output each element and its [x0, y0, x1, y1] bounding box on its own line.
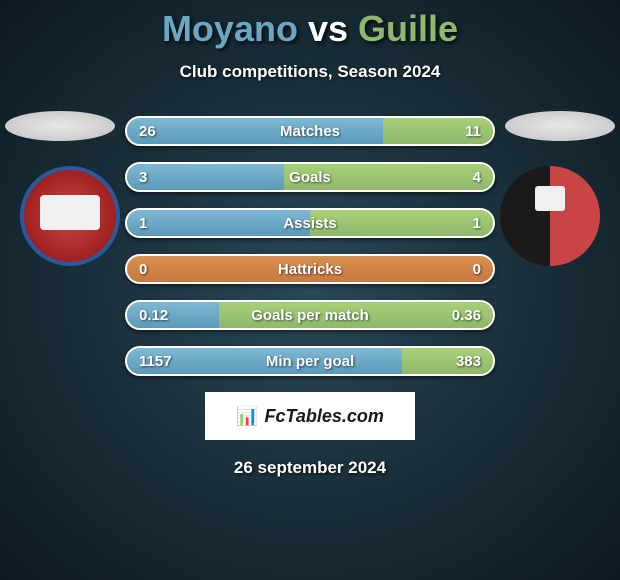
player-left-name: Moyano: [162, 8, 298, 49]
stat-value-left: 0.12: [139, 307, 168, 324]
team-badge-right: [500, 166, 600, 266]
stat-value-right: 1: [473, 215, 481, 232]
stat-label: Matches: [280, 123, 340, 140]
stat-value-left: 3: [139, 169, 147, 186]
player-right-silhouette: [505, 111, 615, 141]
footer-logo: 📊 FcTables.com: [205, 392, 415, 440]
vs-text: vs: [308, 8, 348, 49]
stat-value-right: 383: [456, 353, 481, 370]
stat-fill-right: [310, 210, 493, 236]
stat-fill-left: [127, 164, 284, 190]
footer-date: 26 september 2024: [0, 458, 620, 478]
stat-value-left: 1: [139, 215, 147, 232]
stat-row: 1 Assists 1: [125, 208, 495, 238]
footer-logo-text: FcTables.com: [265, 406, 384, 427]
stat-value-right: 0: [473, 261, 481, 278]
stat-row: 0 Hattricks 0: [125, 254, 495, 284]
stat-value-right: 11: [465, 123, 481, 140]
stat-value-left: 26: [139, 123, 156, 140]
subtitle: Club competitions, Season 2024: [0, 62, 620, 82]
chart-icon: 📊: [236, 406, 258, 427]
stat-value-left: 1157: [139, 353, 172, 370]
stat-label: Goals: [289, 169, 331, 186]
player-left-silhouette: [5, 111, 115, 141]
stat-value-left: 0: [139, 261, 147, 278]
stat-fill-left: [127, 118, 383, 144]
comparison-title: Moyano vs Guille: [0, 0, 620, 50]
stat-value-right: 4: [473, 169, 481, 186]
stat-row: 1157 Min per goal 383: [125, 346, 495, 376]
stat-label: Hattricks: [278, 261, 342, 278]
stat-label: Goals per match: [251, 307, 369, 324]
player-right-name: Guille: [358, 8, 458, 49]
stat-value-right: 0.36: [452, 307, 481, 324]
stat-row: 26 Matches 11: [125, 116, 495, 146]
stat-label: Min per goal: [266, 353, 354, 370]
stat-row: 0.12 Goals per match 0.36: [125, 300, 495, 330]
stat-label: Assists: [283, 215, 336, 232]
stat-row: 3 Goals 4: [125, 162, 495, 192]
stats-container: 26 Matches 11 3 Goals 4 1 Assists 1 0 Hattricks 0 0.…: [0, 116, 620, 376]
team-badge-left: [20, 166, 120, 266]
